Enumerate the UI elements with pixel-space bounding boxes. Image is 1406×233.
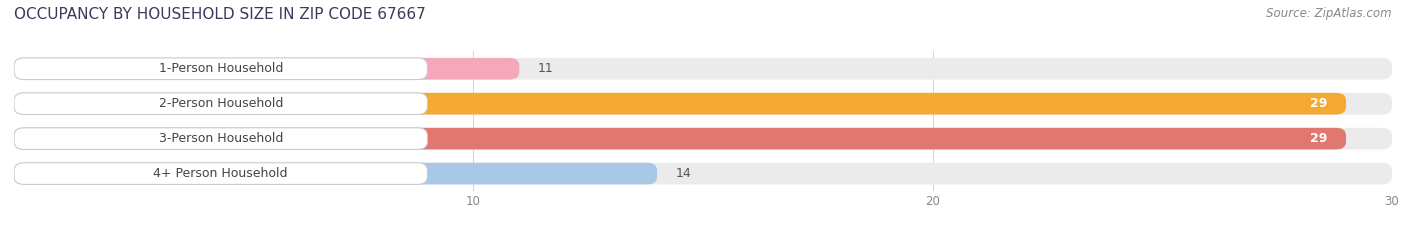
FancyBboxPatch shape [14, 58, 519, 80]
Text: 29: 29 [1310, 97, 1327, 110]
Text: 2-Person Household: 2-Person Household [159, 97, 283, 110]
Text: 14: 14 [675, 167, 692, 180]
Text: Source: ZipAtlas.com: Source: ZipAtlas.com [1267, 7, 1392, 20]
Text: 3-Person Household: 3-Person Household [159, 132, 283, 145]
FancyBboxPatch shape [14, 128, 1346, 150]
Text: OCCUPANCY BY HOUSEHOLD SIZE IN ZIP CODE 67667: OCCUPANCY BY HOUSEHOLD SIZE IN ZIP CODE … [14, 7, 426, 22]
FancyBboxPatch shape [14, 128, 1392, 150]
FancyBboxPatch shape [14, 93, 1346, 115]
FancyBboxPatch shape [14, 163, 657, 185]
Text: 11: 11 [537, 62, 554, 75]
Text: 29: 29 [1310, 132, 1327, 145]
FancyBboxPatch shape [14, 58, 1392, 80]
Text: 1-Person Household: 1-Person Household [159, 62, 283, 75]
Text: 4+ Person Household: 4+ Person Household [153, 167, 288, 180]
FancyBboxPatch shape [14, 93, 427, 115]
FancyBboxPatch shape [14, 93, 1392, 115]
FancyBboxPatch shape [14, 163, 1392, 185]
FancyBboxPatch shape [14, 163, 427, 185]
FancyBboxPatch shape [14, 58, 427, 80]
FancyBboxPatch shape [14, 128, 427, 150]
